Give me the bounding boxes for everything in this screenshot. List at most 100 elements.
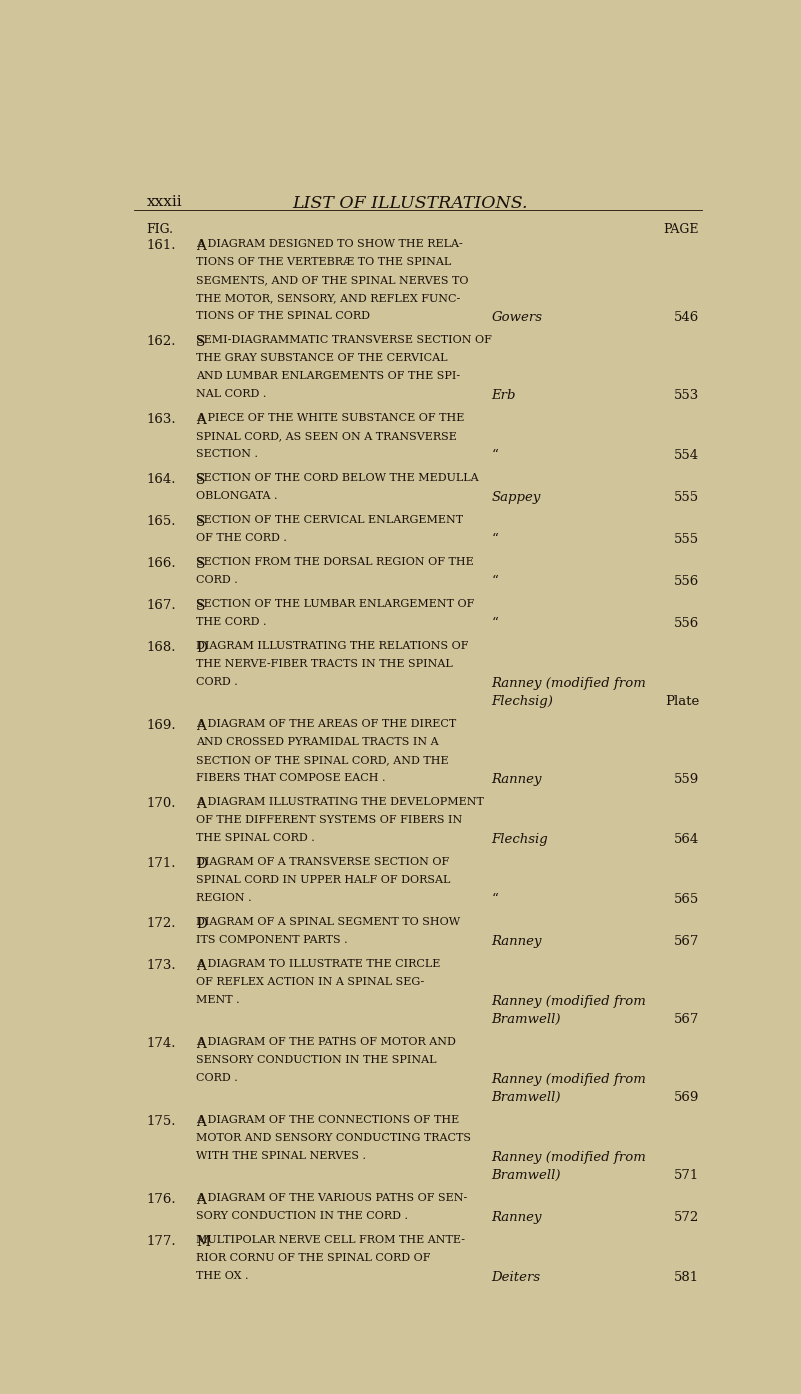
Text: Ranney (modified from: Ranney (modified from: [491, 1073, 646, 1086]
Text: 176.: 176.: [147, 1193, 176, 1206]
Text: CORD .: CORD .: [196, 677, 238, 687]
Text: 546: 546: [674, 311, 699, 325]
Text: DIAGRAM ILLUSTRATING THE RELATIONS OF: DIAGRAM ILLUSTRATING THE RELATIONS OF: [196, 641, 469, 651]
Text: TIONS OF THE VERTEBRÆ TO THE SPINAL: TIONS OF THE VERTEBRÆ TO THE SPINAL: [196, 258, 452, 268]
Text: AND CROSSED PYRAMIDAL TRACTS IN A: AND CROSSED PYRAMIDAL TRACTS IN A: [196, 737, 439, 747]
Text: AND LUMBAR ENLARGEMENTS OF THE SPI-: AND LUMBAR ENLARGEMENTS OF THE SPI-: [196, 371, 461, 382]
Text: 162.: 162.: [147, 336, 176, 348]
Text: 564: 564: [674, 834, 699, 846]
Text: THE NERVE-FIBER TRACTS IN THE SPINAL: THE NERVE-FIBER TRACTS IN THE SPINAL: [196, 659, 453, 669]
Text: 164.: 164.: [147, 474, 176, 487]
Text: D: D: [196, 857, 207, 871]
Text: 167.: 167.: [147, 599, 176, 612]
Text: 556: 556: [674, 618, 699, 630]
Text: A DIAGRAM OF THE PATHS OF MOTOR AND: A DIAGRAM OF THE PATHS OF MOTOR AND: [196, 1037, 457, 1047]
Text: Bramwell): Bramwell): [491, 1092, 561, 1104]
Text: SORY CONDUCTION IN THE CORD .: SORY CONDUCTION IN THE CORD .: [196, 1211, 409, 1221]
Text: S: S: [196, 474, 206, 488]
Text: OF THE DIFFERENT SYSTEMS OF FIBERS IN: OF THE DIFFERENT SYSTEMS OF FIBERS IN: [196, 815, 463, 825]
Text: SECTION OF THE SPINAL CORD, AND THE: SECTION OF THE SPINAL CORD, AND THE: [196, 756, 449, 765]
Text: WITH THE SPINAL NERVES .: WITH THE SPINAL NERVES .: [196, 1151, 366, 1161]
Text: D: D: [196, 641, 207, 655]
Text: Gowers: Gowers: [491, 311, 542, 325]
Text: FIG.: FIG.: [147, 223, 174, 236]
Text: D: D: [196, 917, 207, 931]
Text: A PIECE OF THE WHITE SUBSTANCE OF THE: A PIECE OF THE WHITE SUBSTANCE OF THE: [196, 413, 465, 424]
Text: Ranney: Ranney: [491, 1211, 541, 1224]
Text: A: A: [196, 1193, 211, 1207]
Text: 171.: 171.: [147, 857, 176, 870]
Text: DIAGRAM OF A SPINAL SEGMENT TO SHOW: DIAGRAM OF A SPINAL SEGMENT TO SHOW: [196, 917, 461, 927]
Text: MULTIPOLAR NERVE CELL FROM THE ANTE-: MULTIPOLAR NERVE CELL FROM THE ANTE-: [196, 1235, 465, 1245]
Text: RIOR CORNU OF THE SPINAL CORD OF: RIOR CORNU OF THE SPINAL CORD OF: [196, 1253, 431, 1263]
Text: 571: 571: [674, 1170, 699, 1182]
Text: A: A: [196, 959, 211, 973]
Text: NAL CORD .: NAL CORD .: [196, 389, 267, 399]
Text: 169.: 169.: [147, 719, 176, 732]
Text: A DIAGRAM OF THE CONNECTIONS OF THE: A DIAGRAM OF THE CONNECTIONS OF THE: [196, 1115, 460, 1125]
Text: A DIAGRAM OF THE VARIOUS PATHS OF SEN-: A DIAGRAM OF THE VARIOUS PATHS OF SEN-: [196, 1193, 468, 1203]
Text: TIONS OF THE SPINAL CORD: TIONS OF THE SPINAL CORD: [196, 311, 370, 322]
Text: 163.: 163.: [147, 413, 176, 427]
Text: THE SPINAL CORD .: THE SPINAL CORD .: [196, 834, 315, 843]
Text: ITS COMPONENT PARTS .: ITS COMPONENT PARTS .: [196, 935, 348, 945]
Text: 161.: 161.: [147, 240, 176, 252]
Text: CORD .: CORD .: [196, 1073, 238, 1083]
Text: A: A: [196, 1115, 211, 1129]
Text: A: A: [196, 413, 211, 428]
Text: OBLONGATA .: OBLONGATA .: [196, 491, 278, 502]
Text: REGION .: REGION .: [196, 894, 252, 903]
Text: THE GRAY SUBSTANCE OF THE CERVICAL: THE GRAY SUBSTANCE OF THE CERVICAL: [196, 353, 448, 364]
Text: “: “: [491, 576, 498, 588]
Text: 173.: 173.: [147, 959, 176, 972]
Text: CORD .: CORD .: [196, 576, 238, 585]
Text: 567: 567: [674, 1013, 699, 1026]
Text: SENSORY CONDUCTION IN THE SPINAL: SENSORY CONDUCTION IN THE SPINAL: [196, 1055, 437, 1065]
Text: Ranney: Ranney: [491, 774, 541, 786]
Text: Ranney (modified from: Ranney (modified from: [491, 995, 646, 1008]
Text: M: M: [196, 1235, 210, 1249]
Text: SECTION .: SECTION .: [196, 449, 259, 460]
Text: SPINAL CORD IN UPPER HALF OF DORSAL: SPINAL CORD IN UPPER HALF OF DORSAL: [196, 875, 451, 885]
Text: Erb: Erb: [491, 389, 516, 403]
Text: FIBERS THAT COMPOSE EACH .: FIBERS THAT COMPOSE EACH .: [196, 774, 386, 783]
Text: 166.: 166.: [147, 558, 176, 570]
Text: SECTION OF THE LUMBAR ENLARGEMENT OF: SECTION OF THE LUMBAR ENLARGEMENT OF: [196, 599, 475, 609]
Text: Ranney (modified from: Ranney (modified from: [491, 1151, 646, 1164]
Text: SPINAL CORD, AS SEEN ON A TRANSVERSE: SPINAL CORD, AS SEEN ON A TRANSVERSE: [196, 431, 457, 442]
Text: 565: 565: [674, 894, 699, 906]
Text: 174.: 174.: [147, 1037, 176, 1050]
Text: S: S: [196, 516, 206, 530]
Text: 177.: 177.: [147, 1235, 176, 1248]
Text: OF THE CORD .: OF THE CORD .: [196, 534, 288, 544]
Text: A DIAGRAM OF THE AREAS OF THE DIRECT: A DIAGRAM OF THE AREAS OF THE DIRECT: [196, 719, 457, 729]
Text: PAGE: PAGE: [664, 223, 699, 236]
Text: Flechsig): Flechsig): [491, 696, 553, 708]
Text: DIAGRAM OF A TRANSVERSE SECTION OF: DIAGRAM OF A TRANSVERSE SECTION OF: [196, 857, 449, 867]
Text: MOTOR AND SENSORY CONDUCTING TRACTS: MOTOR AND SENSORY CONDUCTING TRACTS: [196, 1133, 471, 1143]
Text: 556: 556: [674, 576, 699, 588]
Text: 569: 569: [674, 1092, 699, 1104]
Text: S: S: [196, 336, 206, 350]
Text: “: “: [491, 618, 498, 630]
Text: 168.: 168.: [147, 641, 176, 654]
Text: THE OX .: THE OX .: [196, 1271, 249, 1281]
Text: 581: 581: [674, 1271, 699, 1284]
Text: “: “: [491, 449, 498, 463]
Text: SEMI-DIAGRAMMATIC TRANSVERSE SECTION OF: SEMI-DIAGRAMMATIC TRANSVERSE SECTION OF: [196, 336, 493, 346]
Text: “: “: [491, 894, 498, 906]
Text: 165.: 165.: [147, 516, 176, 528]
Text: A DIAGRAM ILLUSTRATING THE DEVELOPMENT: A DIAGRAM ILLUSTRATING THE DEVELOPMENT: [196, 797, 485, 807]
Text: S: S: [196, 599, 206, 613]
Text: 172.: 172.: [147, 917, 176, 930]
Text: A: A: [196, 1037, 211, 1051]
Text: 567: 567: [674, 935, 699, 948]
Text: A: A: [196, 797, 211, 811]
Text: Ranney (modified from: Ranney (modified from: [491, 677, 646, 690]
Text: A DIAGRAM DESIGNED TO SHOW THE RELA-: A DIAGRAM DESIGNED TO SHOW THE RELA-: [196, 240, 463, 250]
Text: A: A: [196, 240, 211, 254]
Text: SECTION FROM THE DORSAL REGION OF THE: SECTION FROM THE DORSAL REGION OF THE: [196, 558, 474, 567]
Text: 554: 554: [674, 449, 699, 463]
Text: LIST OF ILLUSTRATIONS.: LIST OF ILLUSTRATIONS.: [292, 195, 529, 212]
Text: Bramwell): Bramwell): [491, 1170, 561, 1182]
